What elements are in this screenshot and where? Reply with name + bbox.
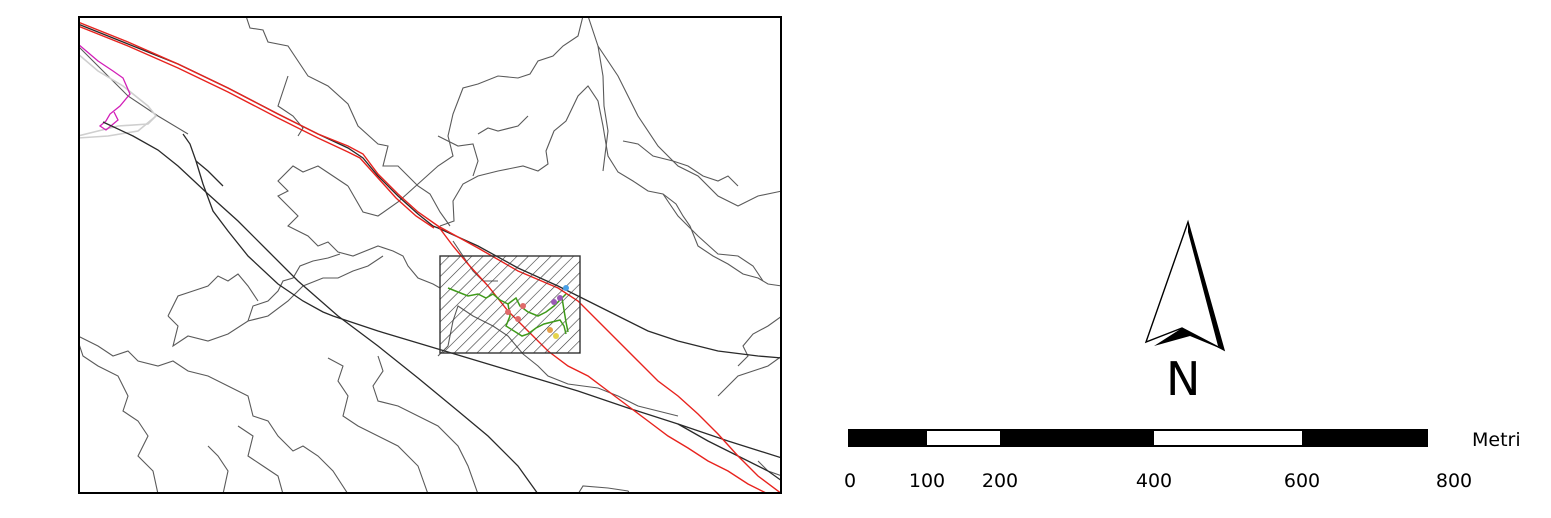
scale-tick-600: 600 (1283, 470, 1321, 492)
study-area (439, 255, 581, 354)
scale-tick-800: 800 (1435, 470, 1473, 492)
north-arrow-icon (1144, 219, 1226, 352)
municipal-boundaries (78, 16, 782, 494)
scale-tick-100: 100 (908, 470, 946, 492)
map-panel (78, 16, 782, 494)
survey-markers (505, 285, 569, 339)
scale-tick-400: 400 (1135, 470, 1173, 492)
railway-lines (78, 23, 782, 494)
study-path (447, 287, 569, 337)
magenta-road (78, 43, 131, 131)
scale-unit-label: Metri (1472, 429, 1521, 451)
scale-bar (848, 429, 1428, 447)
map-border (78, 16, 782, 494)
scale-tick-0: 0 (843, 470, 857, 492)
scale-tick-200: 200 (981, 470, 1019, 492)
north-arrow-label: N (1166, 352, 1201, 406)
grey-road (78, 53, 158, 139)
